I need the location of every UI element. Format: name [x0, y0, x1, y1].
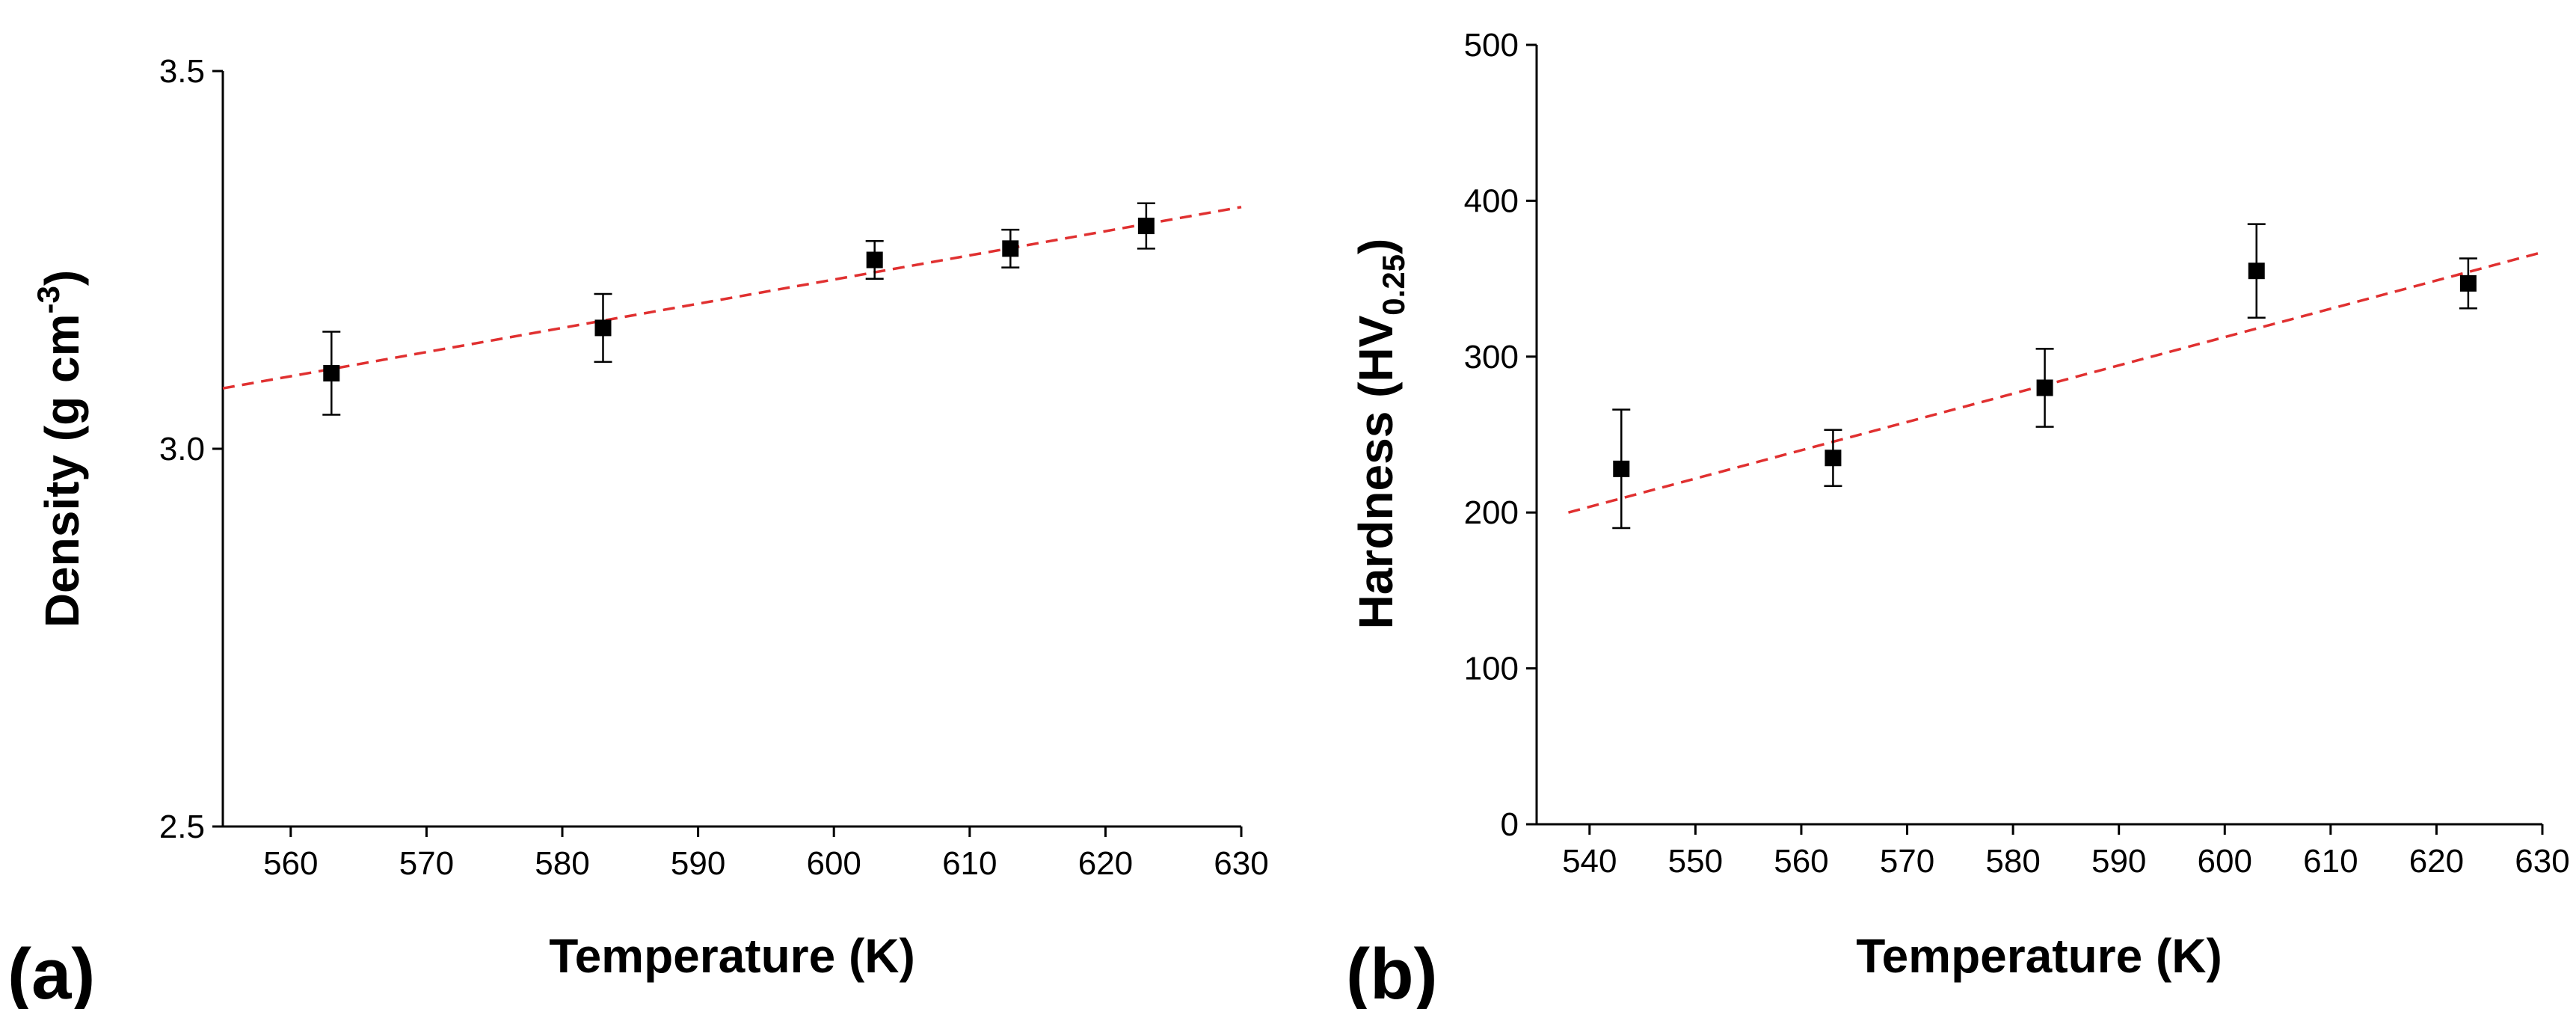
hardness-y-axis-title-subscript: 0.25	[1376, 254, 1411, 316]
density-y-tick-label: 3.5	[159, 53, 205, 90]
hardness-x-tick-label: 620	[2409, 843, 2464, 880]
density-panel: 560 570 580 590 600 610 620 630 2.5 3.0 3.5 Temper…	[7, 53, 1269, 1009]
density-marker	[1137, 218, 1155, 235]
density-y-tick-label: 3.0	[159, 431, 205, 467]
hardness-y-axis-title-main: Hardness (HV	[1349, 315, 1403, 629]
hardness-y-tick-label: 500	[1464, 27, 1519, 64]
density-marker	[866, 251, 883, 269]
hardness-axes	[1535, 45, 2542, 826]
hardness-x-tick-label: 540	[1562, 843, 1617, 880]
density-x-tick-label: 560	[263, 845, 318, 882]
density-data-point	[322, 331, 341, 416]
hardness-y-axis-title-close: )	[1349, 239, 1403, 254]
hardness-x-tick-label: 560	[1774, 843, 1828, 880]
density-marker	[1002, 240, 1019, 257]
hardness-data-point	[2035, 348, 2054, 428]
hardness-y-tick-label: 100	[1464, 651, 1519, 687]
density-marker	[323, 365, 340, 381]
hardness-x-tick-label: 630	[2515, 843, 2569, 880]
density-x-tick-label: 600	[806, 845, 861, 882]
density-data-point	[594, 292, 612, 364]
density-x-tick-label: 570	[399, 845, 454, 882]
hardness-data-point	[2247, 223, 2266, 319]
density-x-tick-label: 630	[1214, 845, 1268, 882]
hardness-marker	[2459, 275, 2477, 292]
density-axes	[221, 71, 1241, 828]
hardness-ticks: 540 550 560 570 580 590 600 610 620 630 0 100 200 300…	[1464, 27, 2570, 880]
hardness-x-tick-label: 550	[1668, 843, 1723, 880]
hardness-x-tick-label: 580	[1985, 843, 2040, 880]
density-x-tick-label: 580	[535, 845, 589, 882]
hardness-x-axis-title: Temperature (K)	[1856, 929, 2222, 983]
density-y-tick-label: 2.5	[159, 809, 205, 845]
hardness-data-point	[2459, 257, 2477, 310]
hardness-marker	[1825, 450, 1842, 467]
hardness-data-point	[1824, 429, 1842, 488]
hardness-data-point	[1612, 408, 1631, 530]
hardness-y-tick-label: 300	[1464, 339, 1519, 375]
density-x-tick-label: 590	[671, 845, 725, 882]
density-fit	[222, 206, 1242, 390]
hardness-y-tick-label: 0	[1501, 806, 1519, 843]
hardness-points	[1612, 223, 2477, 530]
hardness-panel: 540 550 560 570 580 590 600 610 620 630 0 100 200 300…	[1346, 27, 2570, 1009]
hardness-marker	[1613, 460, 1630, 477]
density-x-tick-label: 620	[1078, 845, 1133, 882]
density-x-axis-title: Temperature (K)	[549, 929, 915, 983]
panel-label-b: (b)	[1346, 934, 1438, 1009]
density-fit-line	[222, 206, 1242, 390]
density-marker	[594, 319, 612, 337]
density-y-axis-title-main: Density (g cm	[35, 314, 89, 628]
hardness-marker	[2248, 263, 2265, 280]
density-y-axis-title-close: )	[35, 270, 89, 286]
density-x-tick-label: 610	[942, 845, 997, 882]
density-points	[322, 202, 1155, 416]
hardness-fit	[1568, 251, 2543, 514]
hardness-x-tick-label: 610	[2303, 843, 2358, 880]
hardness-y-axis-title: Hardness (HV0.25)	[1349, 239, 1411, 630]
hardness-x-tick-label: 570	[1880, 843, 1934, 880]
hardness-marker	[2036, 379, 2053, 396]
density-data-point	[1001, 228, 1020, 269]
hardness-fit-line	[1568, 251, 2543, 514]
panel-label-a: (a)	[7, 934, 95, 1009]
density-ticks: 560 570 580 590 600 610 620 630 2.5 3.0 3.5	[159, 53, 1269, 882]
density-data-point	[1137, 202, 1155, 250]
density-data-point	[865, 240, 884, 280]
density-y-axis-title: Density (g cm-3)	[31, 270, 89, 628]
hardness-y-tick-label: 200	[1464, 494, 1519, 531]
density-y-axis-title-superscript: -3	[31, 286, 66, 313]
hardness-x-tick-label: 590	[2091, 843, 2146, 880]
hardness-y-tick-label: 400	[1464, 183, 1519, 219]
hardness-x-tick-label: 600	[2198, 843, 2252, 880]
